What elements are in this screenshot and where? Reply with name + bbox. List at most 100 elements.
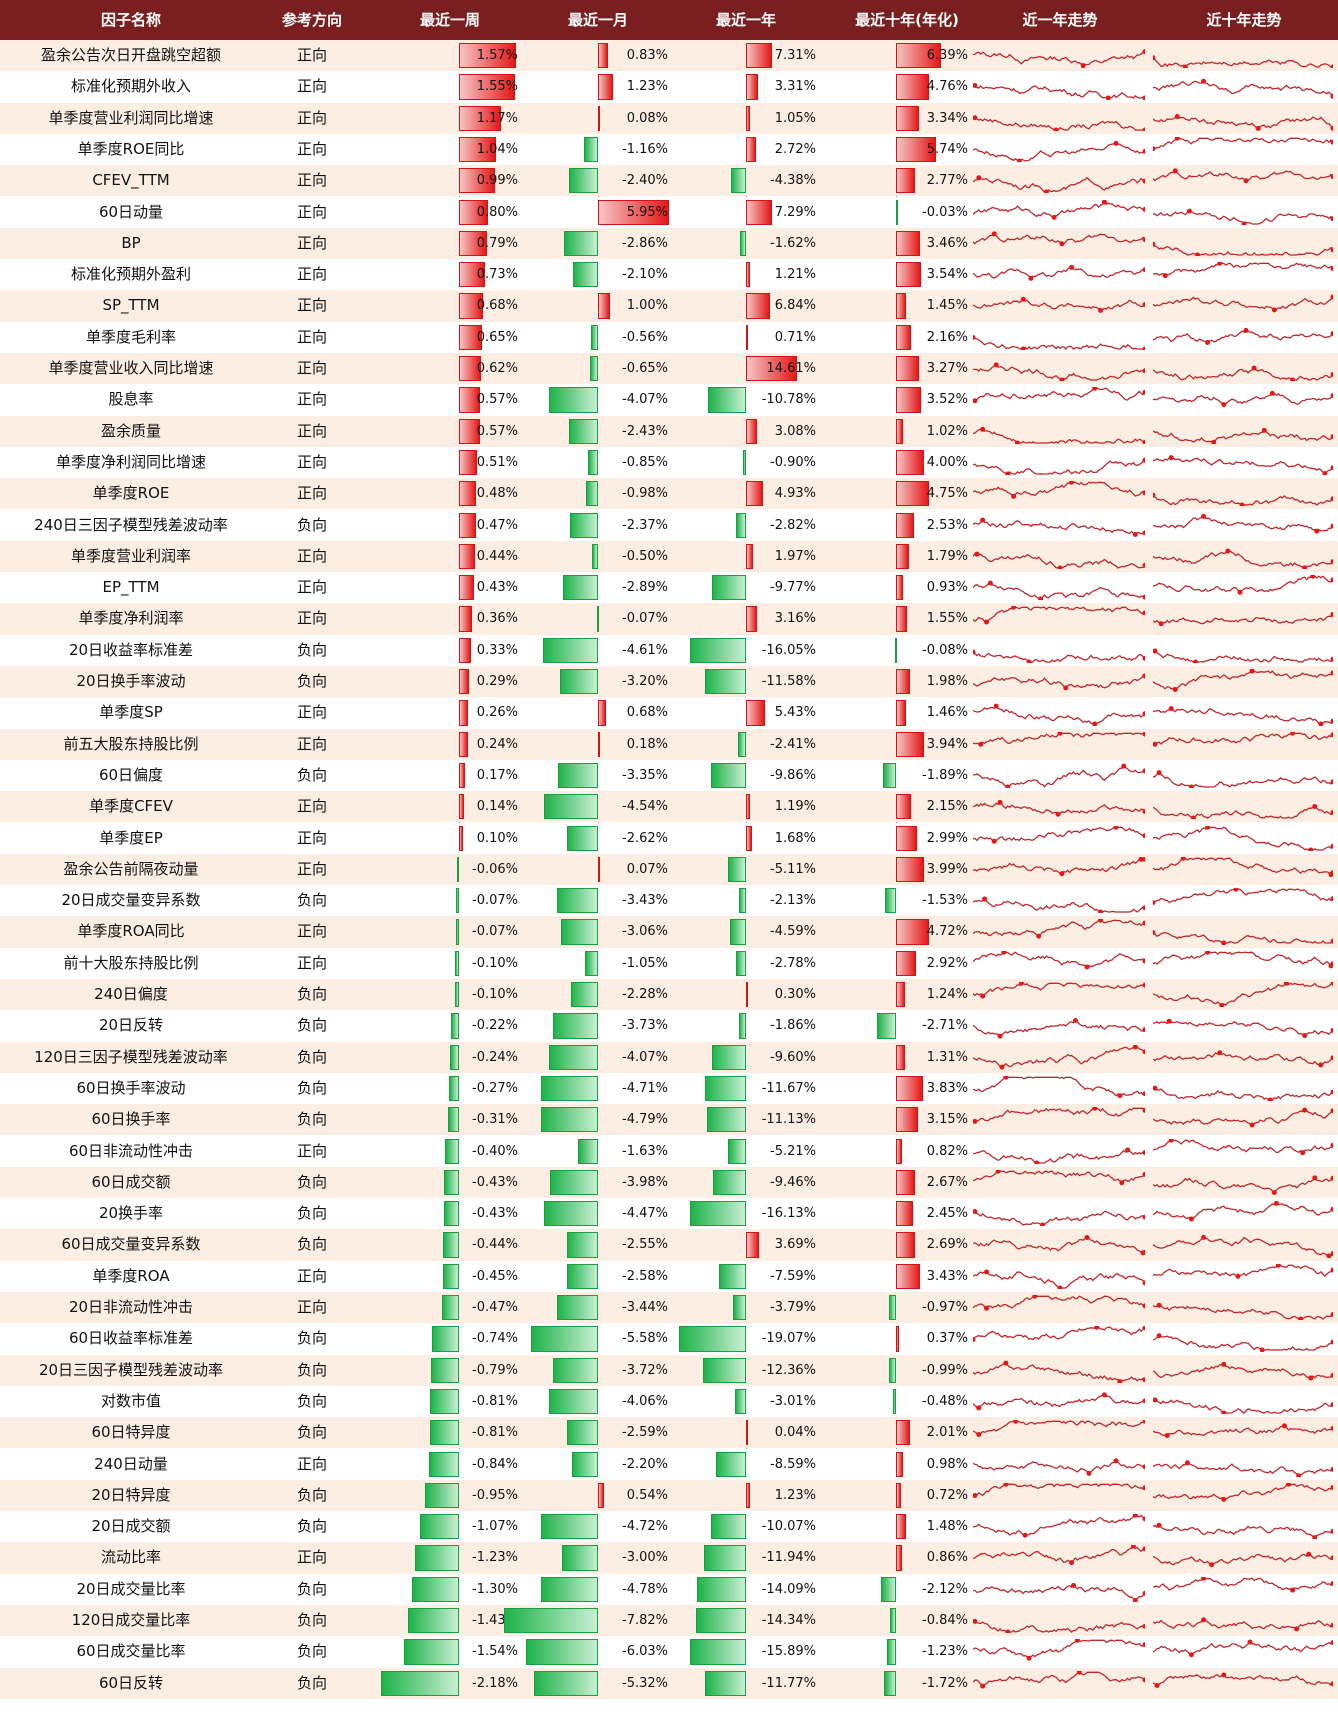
year-bar xyxy=(746,825,752,851)
month-bar xyxy=(549,387,598,413)
reference-direction: 正向 xyxy=(296,390,327,409)
sparkline-marker xyxy=(1243,178,1249,184)
year-value: -8.59% xyxy=(770,1456,816,1472)
year-bar xyxy=(707,1107,746,1133)
year-bar xyxy=(705,669,746,695)
sparkline-path xyxy=(1153,137,1333,150)
sparkline-marker xyxy=(974,551,980,557)
factor-name: 单季度EP xyxy=(99,828,163,847)
year-bar xyxy=(746,794,751,820)
sparkline-path xyxy=(1153,1109,1333,1126)
one-year-trend-sparkline xyxy=(973,649,1145,663)
sparkline-marker xyxy=(1142,832,1145,838)
sparkline-path xyxy=(973,1210,1145,1226)
year-bar xyxy=(746,481,764,507)
sparkline-path xyxy=(1153,1425,1333,1437)
sparkline-marker xyxy=(1308,1375,1314,1381)
sparkline-marker xyxy=(1018,982,1024,986)
sparkline-path xyxy=(973,1483,1145,1497)
sparkline-path xyxy=(973,1148,1145,1164)
month-value: -3.20% xyxy=(622,674,668,689)
sparkline-marker xyxy=(1330,656,1333,662)
month-value: -4.61% xyxy=(622,642,668,658)
sparkline-marker xyxy=(1330,464,1333,470)
reference-direction: 负向 xyxy=(296,1611,327,1629)
year-bar xyxy=(746,199,772,225)
month-value: -2.62% xyxy=(622,830,668,846)
one-year-trend-sparkline xyxy=(973,606,1145,625)
sparkline-marker xyxy=(1014,440,1020,444)
month-value: -4.07% xyxy=(622,392,668,408)
sparkline-marker xyxy=(1153,55,1156,61)
sparkline-marker xyxy=(1164,1433,1170,1439)
week-value: -0.45% xyxy=(472,1268,518,1284)
sparkline-path xyxy=(973,1620,1145,1633)
sparkline-marker xyxy=(1057,731,1063,736)
week-bar xyxy=(455,982,459,1008)
sparkline-marker xyxy=(1302,565,1308,570)
week-bar xyxy=(456,919,459,945)
week-bar xyxy=(459,512,476,538)
sparkline-marker xyxy=(1153,492,1156,498)
sparkline-marker xyxy=(980,426,986,432)
sparkline-marker xyxy=(1201,513,1207,519)
reference-direction: 正向 xyxy=(296,296,327,315)
sparkline-marker xyxy=(1225,548,1231,554)
sparkline-marker xyxy=(1296,1472,1302,1477)
week-value: -0.31% xyxy=(472,1112,518,1128)
ten-year-trend-sparkline xyxy=(1153,982,1333,1008)
sparkline-marker xyxy=(1142,390,1145,396)
sparkline-marker xyxy=(1101,199,1107,205)
sparkline-marker xyxy=(1011,606,1017,611)
reference-direction: 负向 xyxy=(296,765,327,784)
sparkline-marker xyxy=(1153,241,1156,247)
year-bar xyxy=(740,230,746,257)
year-bar xyxy=(746,136,756,163)
ten-year-trend-sparkline xyxy=(1153,575,1333,595)
one-year-trend-sparkline xyxy=(973,264,1145,281)
table-row: 20日收益率标准差 负向 0.33% -4.61% -16.05% -0.08% xyxy=(0,634,1338,666)
ten-year-bar xyxy=(896,1514,907,1540)
sparkline-path xyxy=(1153,805,1333,819)
ten-year-value: 0.86% xyxy=(926,1550,968,1566)
factor-name: 盈余质量 xyxy=(100,421,161,440)
table-row: 20日非流动性冲击 正向 -0.47% -3.44% -3.79% -0.97% xyxy=(0,1292,1338,1324)
one-year-trend-sparkline xyxy=(973,1107,1145,1125)
ten-year-trend-sparkline xyxy=(1153,455,1333,476)
sparkline-marker xyxy=(1221,1361,1227,1367)
week-bar xyxy=(459,356,482,382)
ten-year-bar xyxy=(896,982,905,1008)
sparkline-marker xyxy=(1119,1180,1125,1186)
week-value: 0.10% xyxy=(476,830,518,846)
sparkline-marker xyxy=(1125,1147,1131,1153)
sparkline-marker xyxy=(1166,1019,1172,1025)
week-bar xyxy=(459,637,471,663)
year-bar xyxy=(736,950,746,976)
year-value: -4.59% xyxy=(770,924,816,940)
sparkline-marker xyxy=(1330,577,1333,583)
year-bar xyxy=(702,1357,746,1383)
ten-year-trend-sparkline xyxy=(1153,1138,1333,1155)
sparkline-marker xyxy=(1330,1206,1333,1212)
factor-name: 20日成交量变异系数 xyxy=(61,891,201,910)
year-bar xyxy=(712,1044,746,1070)
week-bar xyxy=(429,1420,459,1446)
year-bar xyxy=(746,1482,751,1509)
month-value: -2.37% xyxy=(622,517,668,533)
week-value: -1.54% xyxy=(472,1644,518,1660)
month-bar xyxy=(556,1295,598,1321)
sparkline-path xyxy=(1153,1237,1333,1258)
week-value: -0.95% xyxy=(472,1487,518,1503)
sparkline-marker xyxy=(1156,770,1162,776)
year-value: -7.59% xyxy=(770,1268,816,1284)
table-row: 60日成交量变异系数 负向 -0.44% -2.55% 3.69% 2.69% xyxy=(0,1229,1338,1261)
sparkline-marker xyxy=(1330,330,1333,336)
ten-year-value: 4.00% xyxy=(926,454,968,470)
ten-year-trend-sparkline xyxy=(1153,706,1333,726)
one-year-trend-sparkline xyxy=(973,673,1145,691)
ten-year-bar xyxy=(896,1326,899,1352)
sparkline-marker xyxy=(1330,139,1333,145)
week-value: -2.18% xyxy=(472,1675,518,1691)
sparkline-marker xyxy=(1330,266,1333,272)
sparkline-marker xyxy=(1271,1189,1277,1195)
